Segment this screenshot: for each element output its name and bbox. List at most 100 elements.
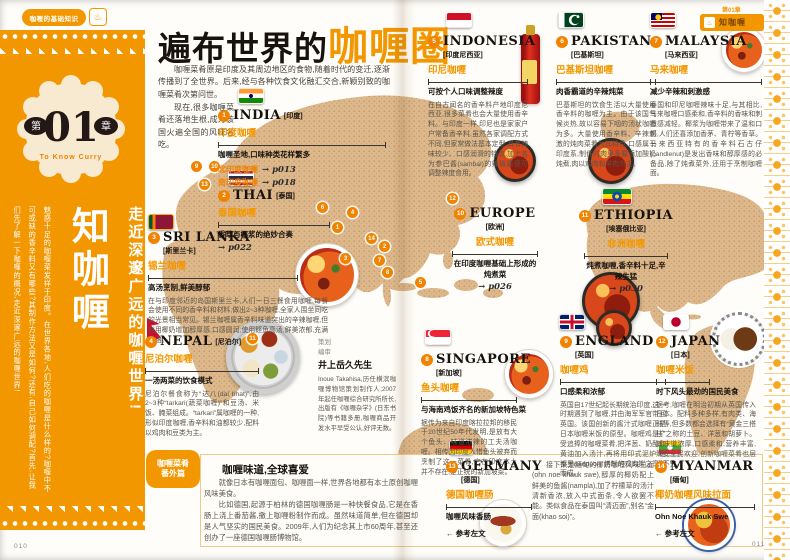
country-name: MYANMAR <box>670 459 754 474</box>
tagline: 减少辛辣和刺激感 <box>650 87 710 96</box>
bracket-line <box>421 397 517 403</box>
country-body-text: 据传为来自印度喀拉拉邦的移民于20世纪50年代发明,是放有大个鱼头、味道浓辣的工… <box>421 419 517 476</box>
number-badge: 5 <box>428 35 440 48</box>
country-heading: 12 JAPAN <box>656 334 756 349</box>
bracket-line <box>655 504 755 510</box>
editor-role: 编审 <box>318 349 331 356</box>
country-heading: 8 SINGAPORE <box>421 352 530 367</box>
lace-border-top <box>0 32 145 56</box>
dish-name: 鱼头咖喱 <box>421 383 460 394</box>
link-page: → p013 <box>262 164 296 175</box>
chapter-prefix: 第 <box>31 120 41 133</box>
country-heading: 7 MALAYSIA <box>650 34 762 49</box>
bracket-line <box>218 142 386 148</box>
country-name-cn: [英国] <box>575 352 594 359</box>
country-heading: 14 MYANMAR <box>655 459 755 474</box>
dish-name: 德国咖喱肠 <box>446 490 494 501</box>
ethiopia-flag-icon <box>602 188 632 205</box>
bracket-line <box>556 79 656 85</box>
map-dot-japan: 12 <box>447 193 458 204</box>
tagline: 炖煮咖喱,香辛料十足,辛辣生猛 <box>586 261 666 281</box>
number-badge: 2 <box>218 189 230 202</box>
column-text: 就像日本有咖喱面包、咖喱面一样,世界各地都有本土原创咖喱风味美食。 比如德国,起… <box>204 478 418 544</box>
country-name-cn: [缅甸] <box>670 477 689 484</box>
map-dot-germany: 13 <box>199 179 210 190</box>
country-name-cn: [印度] <box>283 112 303 120</box>
lace-border-bottom <box>0 504 145 528</box>
tagline: 在印度咖喱基础上形成的炖煮菜 <box>453 259 537 279</box>
country-name-cn: [日本] <box>671 352 690 359</box>
tagline: 与海南鸡饭齐名的新加坡特色菜 <box>421 405 526 414</box>
editor-role: 策划 <box>318 339 331 346</box>
country-section-thailand: 2 THAI [泰国] 泰国咖喱 香草与椰浆的绝妙合奏 → p022 <box>218 188 330 253</box>
chapter-english: To Know Curry <box>40 154 103 161</box>
country-heading: 4 NEPAL [尼泊尔] <box>145 334 259 349</box>
number-badge: 9 <box>560 335 572 348</box>
dish-name: 泰国咖喱 <box>218 208 257 219</box>
country-name: NEPAL <box>160 334 213 349</box>
country-section-nepal: 4 NEPAL [尼泊尔] 尼泊尔咖喱 一汤两菜的饮食模式 尼泊尔餐食称为“达八… <box>145 334 259 439</box>
sidebar-tab: 咖喱的基础知识 <box>22 9 86 26</box>
map-dot-india: 1 <box>332 222 343 233</box>
page-title: 遍布世界的咖喱圈 <box>158 14 451 72</box>
country-name-cn: [尼泊尔] <box>215 338 242 346</box>
country-name: SRI LANKA <box>163 230 251 245</box>
page-link: → p022 <box>218 243 330 253</box>
sidebar-title: 知咖喱 <box>65 206 108 335</box>
bracket-line <box>145 368 259 374</box>
map-dot-europe: 10 <box>209 161 220 172</box>
page-number-right: 011 <box>752 541 766 548</box>
tagline: 口感柔和浓郁 <box>560 387 605 396</box>
country-name-cn: [泰国] <box>276 192 295 200</box>
bracket-line <box>148 275 298 281</box>
dish-name: 椰奶咖喱风味拉面 <box>655 490 732 501</box>
tagline: Ohn Noe Khauk Swe <box>655 512 729 521</box>
dish-name: 非洲咖喱 <box>606 239 645 250</box>
tagline: 咖喱圣地,口味种类花样繁多 <box>218 150 311 159</box>
country-name-cn: [印度尼西亚] <box>443 52 483 59</box>
country-name: JAPAN <box>671 334 721 349</box>
sri-lanka-flag-icon <box>148 214 174 230</box>
indonesia-flag-icon <box>446 12 472 28</box>
page-link: → p030 <box>584 284 668 294</box>
header-bar-label: 知咖喱 <box>719 18 746 27</box>
link-page: → p022 <box>218 242 252 253</box>
malaysia-flag-icon <box>650 12 676 28</box>
country-section-pakistan: 6 PAKISTAN [巴基斯坦] 巴基斯坦咖喱 肉香霸道的辛辣炖菜 巴基斯坦的… <box>556 34 656 169</box>
thailand-flag-icon <box>228 170 254 186</box>
england-flag-icon <box>559 314 585 330</box>
link-label: 南印度咖喱 <box>218 177 258 187</box>
map-dot-indonesia: 5 <box>415 277 426 288</box>
column-paragraph: 比如德国,起源于柏林的德国咖喱肠是一种快餐食品,它是在香肠上浇上番茄酱,撒上咖喱… <box>204 499 418 542</box>
tagline: 一汤两菜的饮食模式 <box>145 376 213 385</box>
link-label: 北印度咖喱 <box>218 164 258 174</box>
japan-flag-icon <box>663 314 689 330</box>
map-dot-pakistan: 6 <box>317 202 328 213</box>
map-dot-thailand: 2 <box>379 241 390 252</box>
country-body-text: 泰国和印尼咖喱辣味十足,与其相比,马来咖喱口感柔和,香辛料的香味和刺激感减轻。椰… <box>650 101 762 178</box>
singapore-fish-head-curry-plate <box>505 350 553 398</box>
map-dot-malaysia: 7 <box>374 255 385 266</box>
dish-name: 尼泊尔咖喱 <box>145 354 193 365</box>
map-dot-england: 9 <box>191 161 202 172</box>
country-name: INDIA <box>233 108 281 123</box>
dish-name: 印度咖喱 <box>218 128 257 139</box>
country-body-text: 据考,咖喱在明治初期从英国传入日本。配料多种多样,有肉类、海鲜等,但多数都会选择… <box>656 401 756 468</box>
country-name: ETHIOPIA <box>593 208 674 223</box>
country-section-japan: 12 JAPAN [日本] 咖喱米饭 时下风头最劲的国民美食 据考,咖喱在明治初… <box>656 334 756 469</box>
page-link: 南印度咖喱 → p018 <box>218 177 386 188</box>
map-dot-nepal: 4 <box>347 207 358 218</box>
country-name-cn: [埃塞俄比亚] <box>606 226 646 233</box>
editor-profile: 策划 编审 井上岳久先生 Inoue Takahisa,历任横滨咖喱博物馆策划制… <box>318 336 396 434</box>
country-name-cn: [德国] <box>461 477 480 484</box>
header-bar: ♨ 知咖喱 <box>700 14 764 31</box>
country-heading: 3 SRI LANKA <box>148 230 328 245</box>
country-name: PAKISTAN <box>571 34 652 49</box>
dish-name: 巴基斯坦咖喱 <box>556 65 614 76</box>
country-section-sri-lanka: 3 SRI LANKA [斯里兰卡] 锡兰咖喱 高汤烹制,鲜美醇郁 在与印度邻近… <box>148 230 328 346</box>
title-orange: 咖喱圈 <box>328 25 451 69</box>
indonesia-curry-bowl <box>494 140 536 182</box>
bracket-line <box>560 379 666 385</box>
bracket-line <box>452 251 538 257</box>
curry-pot-icon: ♨ <box>704 17 715 28</box>
